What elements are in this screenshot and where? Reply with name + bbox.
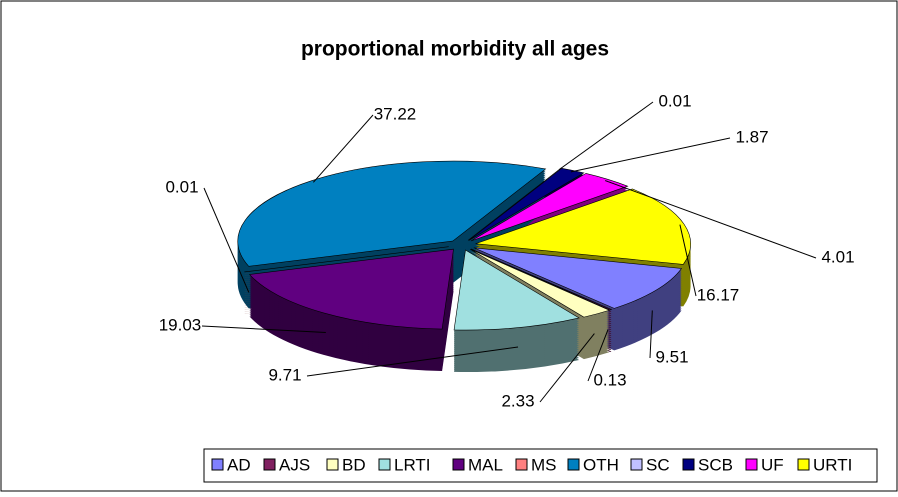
leader-line	[558, 101, 654, 171]
leader-line	[306, 346, 519, 377]
legend-swatch	[378, 458, 391, 471]
data-label: 4.01	[821, 247, 854, 266]
slice	[453, 249, 580, 331]
legend-swatch	[567, 458, 580, 471]
leader-line	[604, 180, 817, 259]
leader-line	[649, 310, 653, 359]
data-label: 0.01	[165, 177, 198, 196]
legend	[203, 448, 878, 483]
slice	[473, 247, 683, 309]
slice	[470, 173, 629, 242]
data-label: 0.13	[593, 370, 626, 389]
slice	[244, 246, 449, 273]
slice-side	[244, 248, 449, 274]
legend-label: AJS	[279, 455, 310, 474]
legend-label: SCB	[698, 455, 733, 474]
slice	[470, 248, 613, 311]
slice	[248, 248, 454, 330]
legend-swatch	[797, 458, 810, 471]
legend-label: URTI	[813, 455, 852, 474]
data-label: 1.87	[735, 127, 768, 146]
legend-swatch	[452, 458, 465, 471]
leader-line	[539, 333, 595, 403]
legend-label: OTH	[583, 455, 619, 474]
slice	[470, 248, 611, 318]
leader-line	[203, 187, 250, 293]
legend-swatch	[682, 458, 695, 471]
legend-label: MS	[531, 455, 557, 474]
slice	[237, 160, 547, 267]
legend-swatch	[745, 458, 758, 471]
legend-label: MAL	[468, 455, 503, 474]
leader-line	[312, 114, 374, 183]
data-label: 19.03	[159, 315, 202, 334]
legend-label: BD	[342, 455, 366, 474]
data-label: 0.01	[658, 91, 691, 110]
legend-label: UF	[761, 455, 784, 474]
data-label: 37.22	[374, 104, 417, 123]
legend-swatch	[263, 458, 276, 471]
leader-line	[201, 325, 326, 334]
legend-label: SC	[646, 455, 670, 474]
slice	[468, 167, 585, 241]
legend-label: LRTI	[394, 455, 431, 474]
legend-swatch	[211, 458, 224, 471]
legend-swatch	[630, 458, 643, 471]
chart-title: proportional morbidity all ages	[301, 38, 609, 61]
data-label: 9.51	[655, 347, 688, 366]
data-label: 16.17	[697, 285, 740, 304]
leader-line	[587, 329, 609, 382]
data-label: 2.33	[501, 391, 534, 410]
leader-line	[570, 137, 731, 173]
data-label: 9.71	[268, 365, 301, 384]
legend-swatch	[515, 458, 528, 471]
legend-swatch	[326, 458, 339, 471]
leader-line	[679, 224, 697, 297]
legend-label: AD	[227, 455, 251, 474]
